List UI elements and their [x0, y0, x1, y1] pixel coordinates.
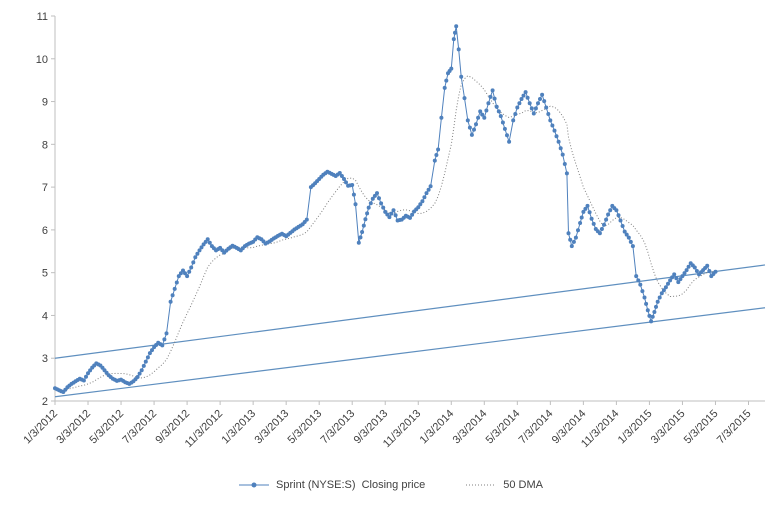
svg-text:7/3/2012: 7/3/2012: [120, 408, 159, 447]
lower-channel-line: [54, 307, 766, 398]
svg-text:1/3/2012: 1/3/2012: [21, 408, 60, 447]
legend-label-50dma: 50 DMA: [503, 479, 543, 491]
svg-text:5: 5: [42, 268, 48, 280]
svg-text:6: 6: [42, 225, 48, 237]
svg-text:5/3/2015: 5/3/2015: [682, 408, 721, 447]
svg-text:2: 2: [42, 396, 48, 408]
svg-text:3/3/2015: 3/3/2015: [649, 408, 688, 447]
x-axis: 1/3/20123/3/20125/3/20127/3/20129/3/2012…: [21, 401, 754, 450]
svg-text:3: 3: [42, 353, 48, 365]
svg-text:1/3/2014: 1/3/2014: [418, 408, 457, 447]
svg-text:10: 10: [36, 54, 48, 66]
upper-channel-line: [54, 264, 766, 359]
dma-line: [54, 75, 716, 391]
svg-text:1/3/2013: 1/3/2013: [219, 408, 258, 447]
legend-item-closing-price: Sprint (NYSE:S) Closing price: [238, 479, 425, 491]
price-chart: 2345678910111/3/20123/3/20125/3/20127/3/…: [21, 11, 766, 450]
legend-item-50dma: 50 DMA: [465, 479, 543, 491]
dma-line-icon: [466, 484, 497, 486]
svg-text:3/3/2014: 3/3/2014: [451, 408, 490, 447]
svg-text:5/3/2014: 5/3/2014: [484, 408, 523, 447]
svg-text:11: 11: [37, 11, 48, 23]
svg-text:3/3/2013: 3/3/2013: [253, 408, 292, 447]
svg-text:7: 7: [42, 182, 48, 194]
closing-price-line-icon: [239, 482, 270, 488]
svg-text:7/3/2013: 7/3/2013: [319, 408, 358, 447]
svg-text:1/3/2015: 1/3/2015: [616, 408, 655, 447]
svg-text:5/3/2012: 5/3/2012: [87, 408, 126, 447]
svg-text:9: 9: [42, 97, 48, 109]
closing-price-markers: [53, 24, 718, 394]
svg-text:3/3/2012: 3/3/2012: [54, 408, 93, 447]
svg-text:7/3/2014: 7/3/2014: [517, 408, 556, 447]
svg-text:5/3/2013: 5/3/2013: [286, 408, 325, 447]
y-axis: 2 3 4 5 6 7 8 9 10 11: [36, 11, 765, 408]
svg-text:8: 8: [42, 139, 48, 151]
chart-legend: Sprint (NYSE:S) Closing price 50 DMA: [0, 479, 781, 491]
legend-label-closing-price: Sprint (NYSE:S) Closing price: [276, 479, 426, 491]
svg-text:7/3/2015: 7/3/2015: [715, 408, 754, 447]
svg-text:4: 4: [42, 310, 48, 322]
